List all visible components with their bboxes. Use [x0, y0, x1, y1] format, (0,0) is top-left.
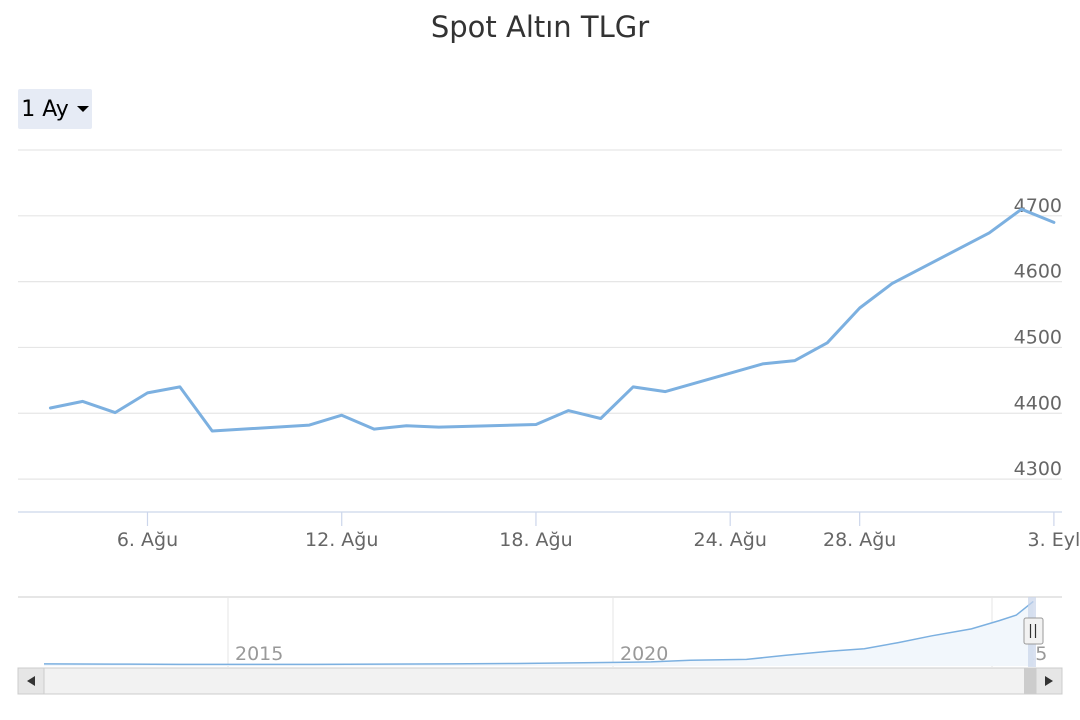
- navigator-handle[interactable]: [1023, 617, 1044, 645]
- navigator-series-line: [43, 600, 1034, 666]
- chart-title: Spot Altın TLGr: [430, 10, 650, 44]
- navigator[interactable]: 201520202025: [18, 596, 1062, 667]
- scrollbar-thumb[interactable]: [1024, 668, 1036, 694]
- x-tick-label: 3. Eyl: [1028, 529, 1080, 551]
- scrollbar[interactable]: [17, 667, 1063, 695]
- chevron-down-icon: [76, 106, 89, 112]
- navigator-year-label: 2015: [235, 643, 283, 665]
- navigator-series-area: [44, 601, 1034, 666]
- range-selector-button[interactable]: 1 Ay: [18, 89, 92, 129]
- navigator-year-label: 2020: [620, 643, 668, 665]
- chevron-right-icon: [1045, 676, 1053, 686]
- x-tick-label: 18. Ağu: [499, 529, 572, 551]
- y-tick-label: 4700: [1014, 195, 1062, 217]
- y-axis-ticks: 4300 4400 4500 4600 4700: [1014, 195, 1062, 480]
- x-axis-ticks: 6. Ağu 12. Ağu 18. Ağu 24. Ağu 28. Ağu 3. Eyl: [117, 512, 1080, 551]
- price-series-line: [48, 207, 1056, 433]
- grid-lines: [18, 149, 1062, 513]
- chevron-left-icon: [27, 676, 35, 686]
- y-tick-label: 4400: [1014, 392, 1062, 414]
- range-selector-label: 1 Ay: [21, 96, 69, 122]
- y-tick-label: 4600: [1014, 261, 1062, 283]
- scrollbar-track[interactable]: [17, 667, 1063, 695]
- x-tick-label: 6. Ağu: [117, 529, 178, 551]
- x-tick-label: 24. Ağu: [694, 529, 767, 551]
- y-tick-label: 4500: [1014, 326, 1062, 348]
- x-tick-label: 12. Ağu: [305, 529, 378, 551]
- x-tick-label: 28. Ağu: [823, 529, 896, 551]
- y-tick-label: 4300: [1014, 458, 1062, 480]
